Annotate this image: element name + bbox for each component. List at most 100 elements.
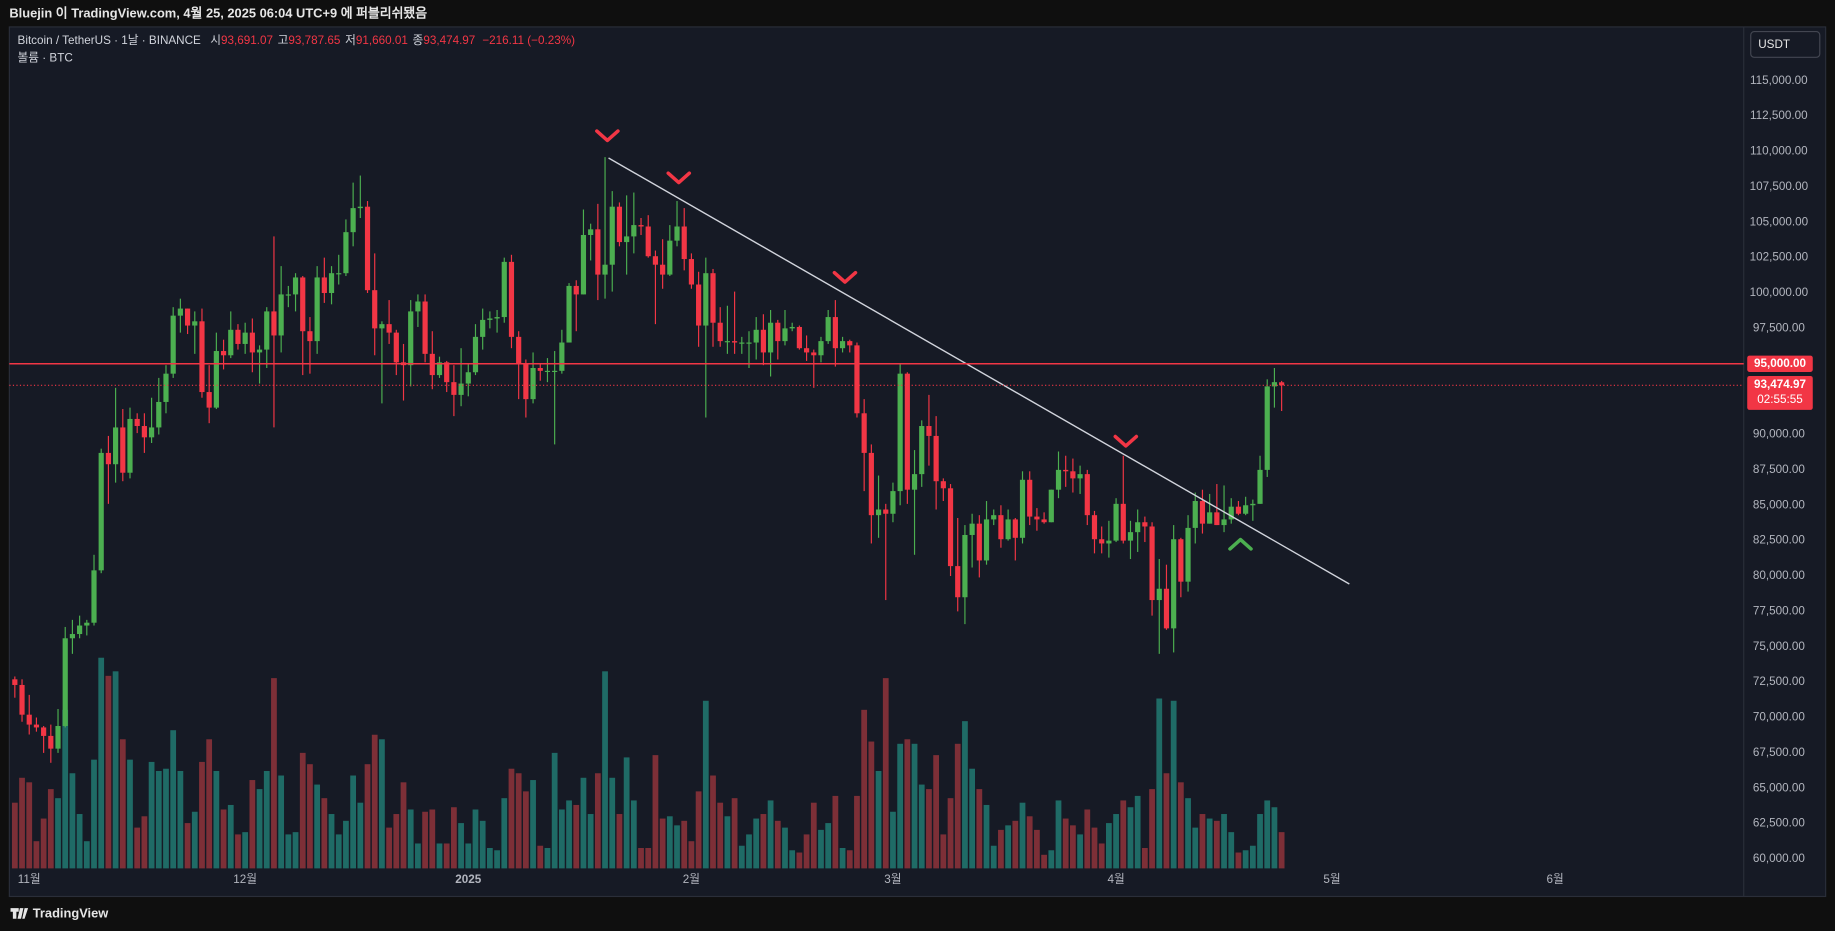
brand-logo <box>10 908 29 919</box>
candle-body <box>249 332 255 353</box>
candle-body <box>1156 588 1162 601</box>
candle-body <box>285 294 291 296</box>
volume-bar <box>407 809 414 869</box>
volume-bar <box>220 809 227 869</box>
candle-body <box>717 322 723 342</box>
volume-bar <box>969 768 976 869</box>
volume-bar <box>343 820 349 869</box>
candle-body <box>328 273 335 294</box>
last-price-label: 93,474.97 <box>1754 378 1806 391</box>
volume-bar <box>1106 823 1112 869</box>
currency[interactable]: USDT <box>1758 38 1790 51</box>
chart-panel <box>8 26 1827 898</box>
volume-bar <box>458 823 464 869</box>
down-marker <box>1113 434 1139 448</box>
volume-bar <box>1264 800 1271 869</box>
candle-body <box>1163 588 1170 629</box>
candle-body <box>681 226 687 260</box>
candle-body <box>595 229 601 275</box>
currency-box[interactable] <box>1750 31 1821 58</box>
volume-bar <box>299 752 306 869</box>
candle-body <box>890 491 896 514</box>
candle-body <box>976 523 982 561</box>
volume-bar <box>1055 800 1062 869</box>
candle-body <box>33 724 40 728</box>
volume-bar <box>1149 789 1155 869</box>
candle-body <box>732 341 738 343</box>
volume-bar <box>609 777 616 869</box>
candle-body <box>883 509 889 514</box>
volume-bar <box>314 784 321 869</box>
volume-bar <box>155 770 162 869</box>
trendline <box>608 157 1350 585</box>
volume-bar <box>717 802 724 869</box>
candle-body <box>307 331 313 342</box>
volume-bar <box>702 700 709 869</box>
volume-bar <box>163 768 169 869</box>
volume-bar <box>803 834 810 869</box>
volume-bar <box>242 832 249 869</box>
volume-bar <box>954 743 961 869</box>
y-tick-label: 115,000.00 <box>1750 74 1808 87</box>
candle-body <box>739 342 745 344</box>
candle-body <box>811 352 817 356</box>
legend-line: Bitcoin / TetherUS · 1날 · BINANCE 시93,691… <box>18 34 576 47</box>
y-tick-label: 85,000.00 <box>1753 498 1805 511</box>
candle-body <box>523 363 529 400</box>
candle-body <box>170 315 176 374</box>
candle-body <box>544 370 551 373</box>
volume-bar <box>767 800 774 869</box>
y-tick-label: 62,500.00 <box>1753 817 1805 830</box>
volume-bar <box>112 671 119 869</box>
candle-body <box>911 474 918 490</box>
volume-bar <box>681 820 688 869</box>
candle-body <box>1012 519 1018 538</box>
volume-bar <box>998 829 1004 869</box>
volume-bar <box>1113 814 1119 869</box>
ohlc-prefix: 저 <box>345 34 356 47</box>
candle-body <box>818 341 824 356</box>
candle-body <box>1127 532 1134 541</box>
candle-body <box>1041 519 1047 523</box>
candle-body <box>746 342 752 344</box>
candle-body <box>1099 539 1105 544</box>
candle-body <box>127 418 133 473</box>
candle-body <box>724 341 730 343</box>
hline-label: 95,000.00 <box>1754 357 1806 370</box>
candle-body <box>710 273 716 323</box>
volume-bar <box>1077 834 1083 869</box>
candle-body <box>141 426 147 438</box>
volume-bar <box>98 657 105 869</box>
volume-bar <box>1026 816 1033 869</box>
volume-bar <box>623 757 630 869</box>
volume-bar <box>321 798 328 869</box>
ohlc-value: 93,474.97 <box>423 34 475 47</box>
candle-body <box>753 329 759 343</box>
candle-body <box>1192 501 1198 528</box>
volume-bar <box>213 770 220 869</box>
volume-bar <box>558 809 565 869</box>
candle-body <box>494 317 500 319</box>
candle-body <box>775 322 781 342</box>
countdown: 02:55:55 <box>1757 393 1803 406</box>
candle-body <box>933 435 939 482</box>
y-tick-label: 110,000.00 <box>1750 145 1808 158</box>
volume-bar <box>371 734 378 869</box>
volume-bar <box>638 848 644 869</box>
volume-bar <box>26 782 33 869</box>
candle-body <box>206 392 212 408</box>
candle-body <box>213 351 219 408</box>
volume-bar <box>695 791 702 869</box>
candle-body <box>789 326 795 329</box>
candle-body <box>1178 539 1184 582</box>
candle-body <box>1091 515 1098 540</box>
volume-bar <box>1041 854 1047 869</box>
volume-bar <box>710 775 716 869</box>
volume-bar <box>1134 795 1141 869</box>
candle-body <box>861 413 867 453</box>
volume-layer <box>11 657 1285 869</box>
volume-bar <box>594 773 601 869</box>
candle-body <box>652 256 659 265</box>
candle-body <box>84 622 90 626</box>
candle-body <box>983 519 990 561</box>
